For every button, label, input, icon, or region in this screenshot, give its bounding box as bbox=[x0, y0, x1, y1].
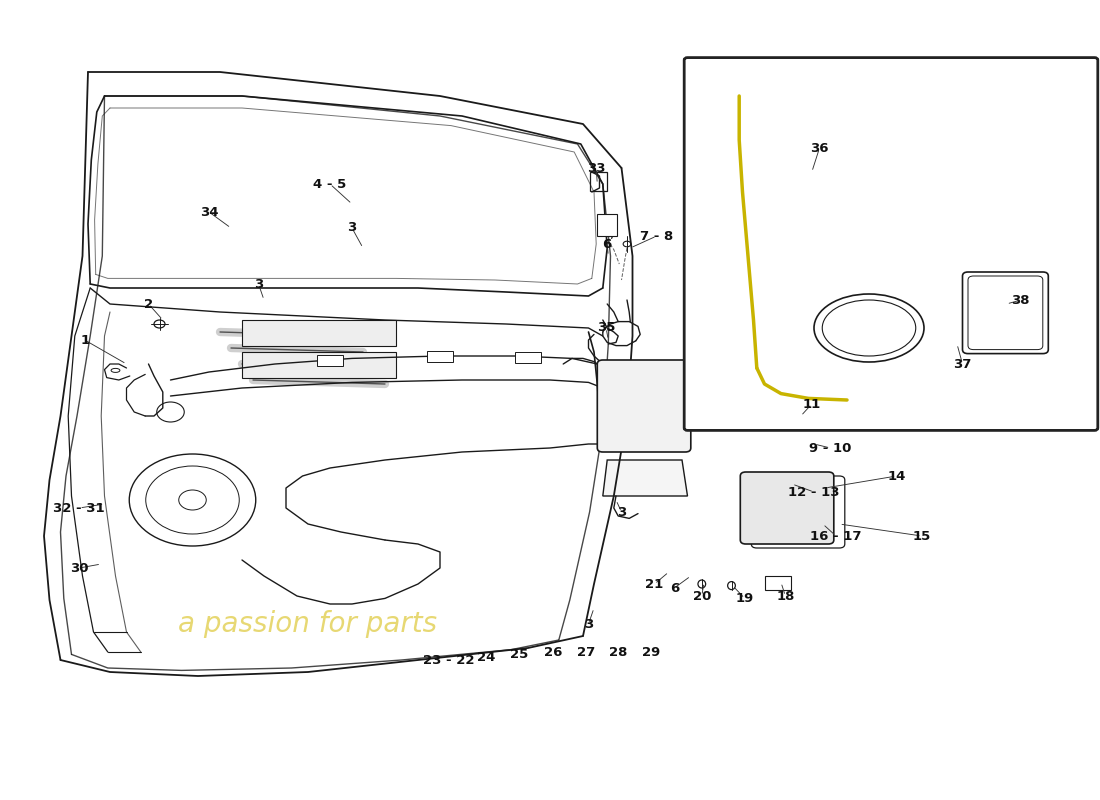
Text: 26: 26 bbox=[544, 646, 562, 658]
Text: 15: 15 bbox=[913, 530, 931, 542]
Text: 34: 34 bbox=[200, 206, 218, 218]
Bar bbox=[515, 352, 541, 363]
Text: 3: 3 bbox=[348, 222, 356, 234]
Bar bbox=[242, 320, 396, 346]
Text: 6: 6 bbox=[603, 238, 612, 250]
Bar bbox=[597, 214, 617, 236]
Bar bbox=[427, 351, 453, 362]
Text: 36: 36 bbox=[811, 142, 828, 154]
Text: 37: 37 bbox=[954, 358, 971, 370]
Text: 3: 3 bbox=[584, 618, 593, 630]
Text: 7 - 8: 7 - 8 bbox=[640, 230, 673, 242]
Bar bbox=[317, 355, 343, 366]
Text: 9 - 10: 9 - 10 bbox=[810, 442, 851, 454]
Text: 4 - 5: 4 - 5 bbox=[314, 178, 346, 190]
Bar bbox=[1023, 232, 1047, 254]
FancyBboxPatch shape bbox=[684, 58, 1098, 430]
FancyBboxPatch shape bbox=[968, 276, 1043, 350]
FancyBboxPatch shape bbox=[597, 360, 691, 452]
Text: 3: 3 bbox=[617, 506, 626, 518]
Text: 1: 1 bbox=[80, 334, 89, 346]
Text: 25: 25 bbox=[510, 648, 528, 661]
Text: 12 - 13: 12 - 13 bbox=[789, 486, 839, 498]
Bar bbox=[590, 172, 607, 191]
Text: 38: 38 bbox=[1012, 294, 1030, 306]
Text: 21: 21 bbox=[646, 578, 663, 590]
Bar bbox=[1018, 180, 1042, 202]
Bar bbox=[764, 576, 791, 590]
Text: 29: 29 bbox=[642, 646, 660, 658]
Text: 16 - 17: 16 - 17 bbox=[811, 530, 861, 542]
Ellipse shape bbox=[823, 300, 915, 356]
Text: 2: 2 bbox=[144, 298, 153, 310]
Text: ops: ops bbox=[846, 222, 991, 290]
Text: a passion for parts: a passion for parts bbox=[178, 610, 438, 638]
Text: 3: 3 bbox=[254, 278, 263, 290]
Text: 33: 33 bbox=[587, 162, 605, 174]
Text: 32 - 31: 32 - 31 bbox=[54, 502, 104, 514]
Bar bbox=[242, 352, 396, 378]
Text: 20: 20 bbox=[693, 590, 711, 602]
Text: 11: 11 bbox=[803, 398, 821, 410]
Text: 14: 14 bbox=[888, 470, 905, 482]
Text: 28: 28 bbox=[609, 646, 627, 658]
Text: 35: 35 bbox=[597, 322, 615, 334]
Text: 19: 19 bbox=[736, 592, 754, 605]
Polygon shape bbox=[603, 460, 688, 496]
FancyBboxPatch shape bbox=[740, 472, 834, 544]
Text: 23 - 22: 23 - 22 bbox=[424, 654, 474, 667]
Text: 18: 18 bbox=[777, 590, 794, 602]
Text: 30: 30 bbox=[70, 562, 88, 574]
Text: 27: 27 bbox=[578, 646, 595, 658]
Text: 6: 6 bbox=[670, 582, 679, 594]
Text: 24: 24 bbox=[477, 651, 495, 664]
